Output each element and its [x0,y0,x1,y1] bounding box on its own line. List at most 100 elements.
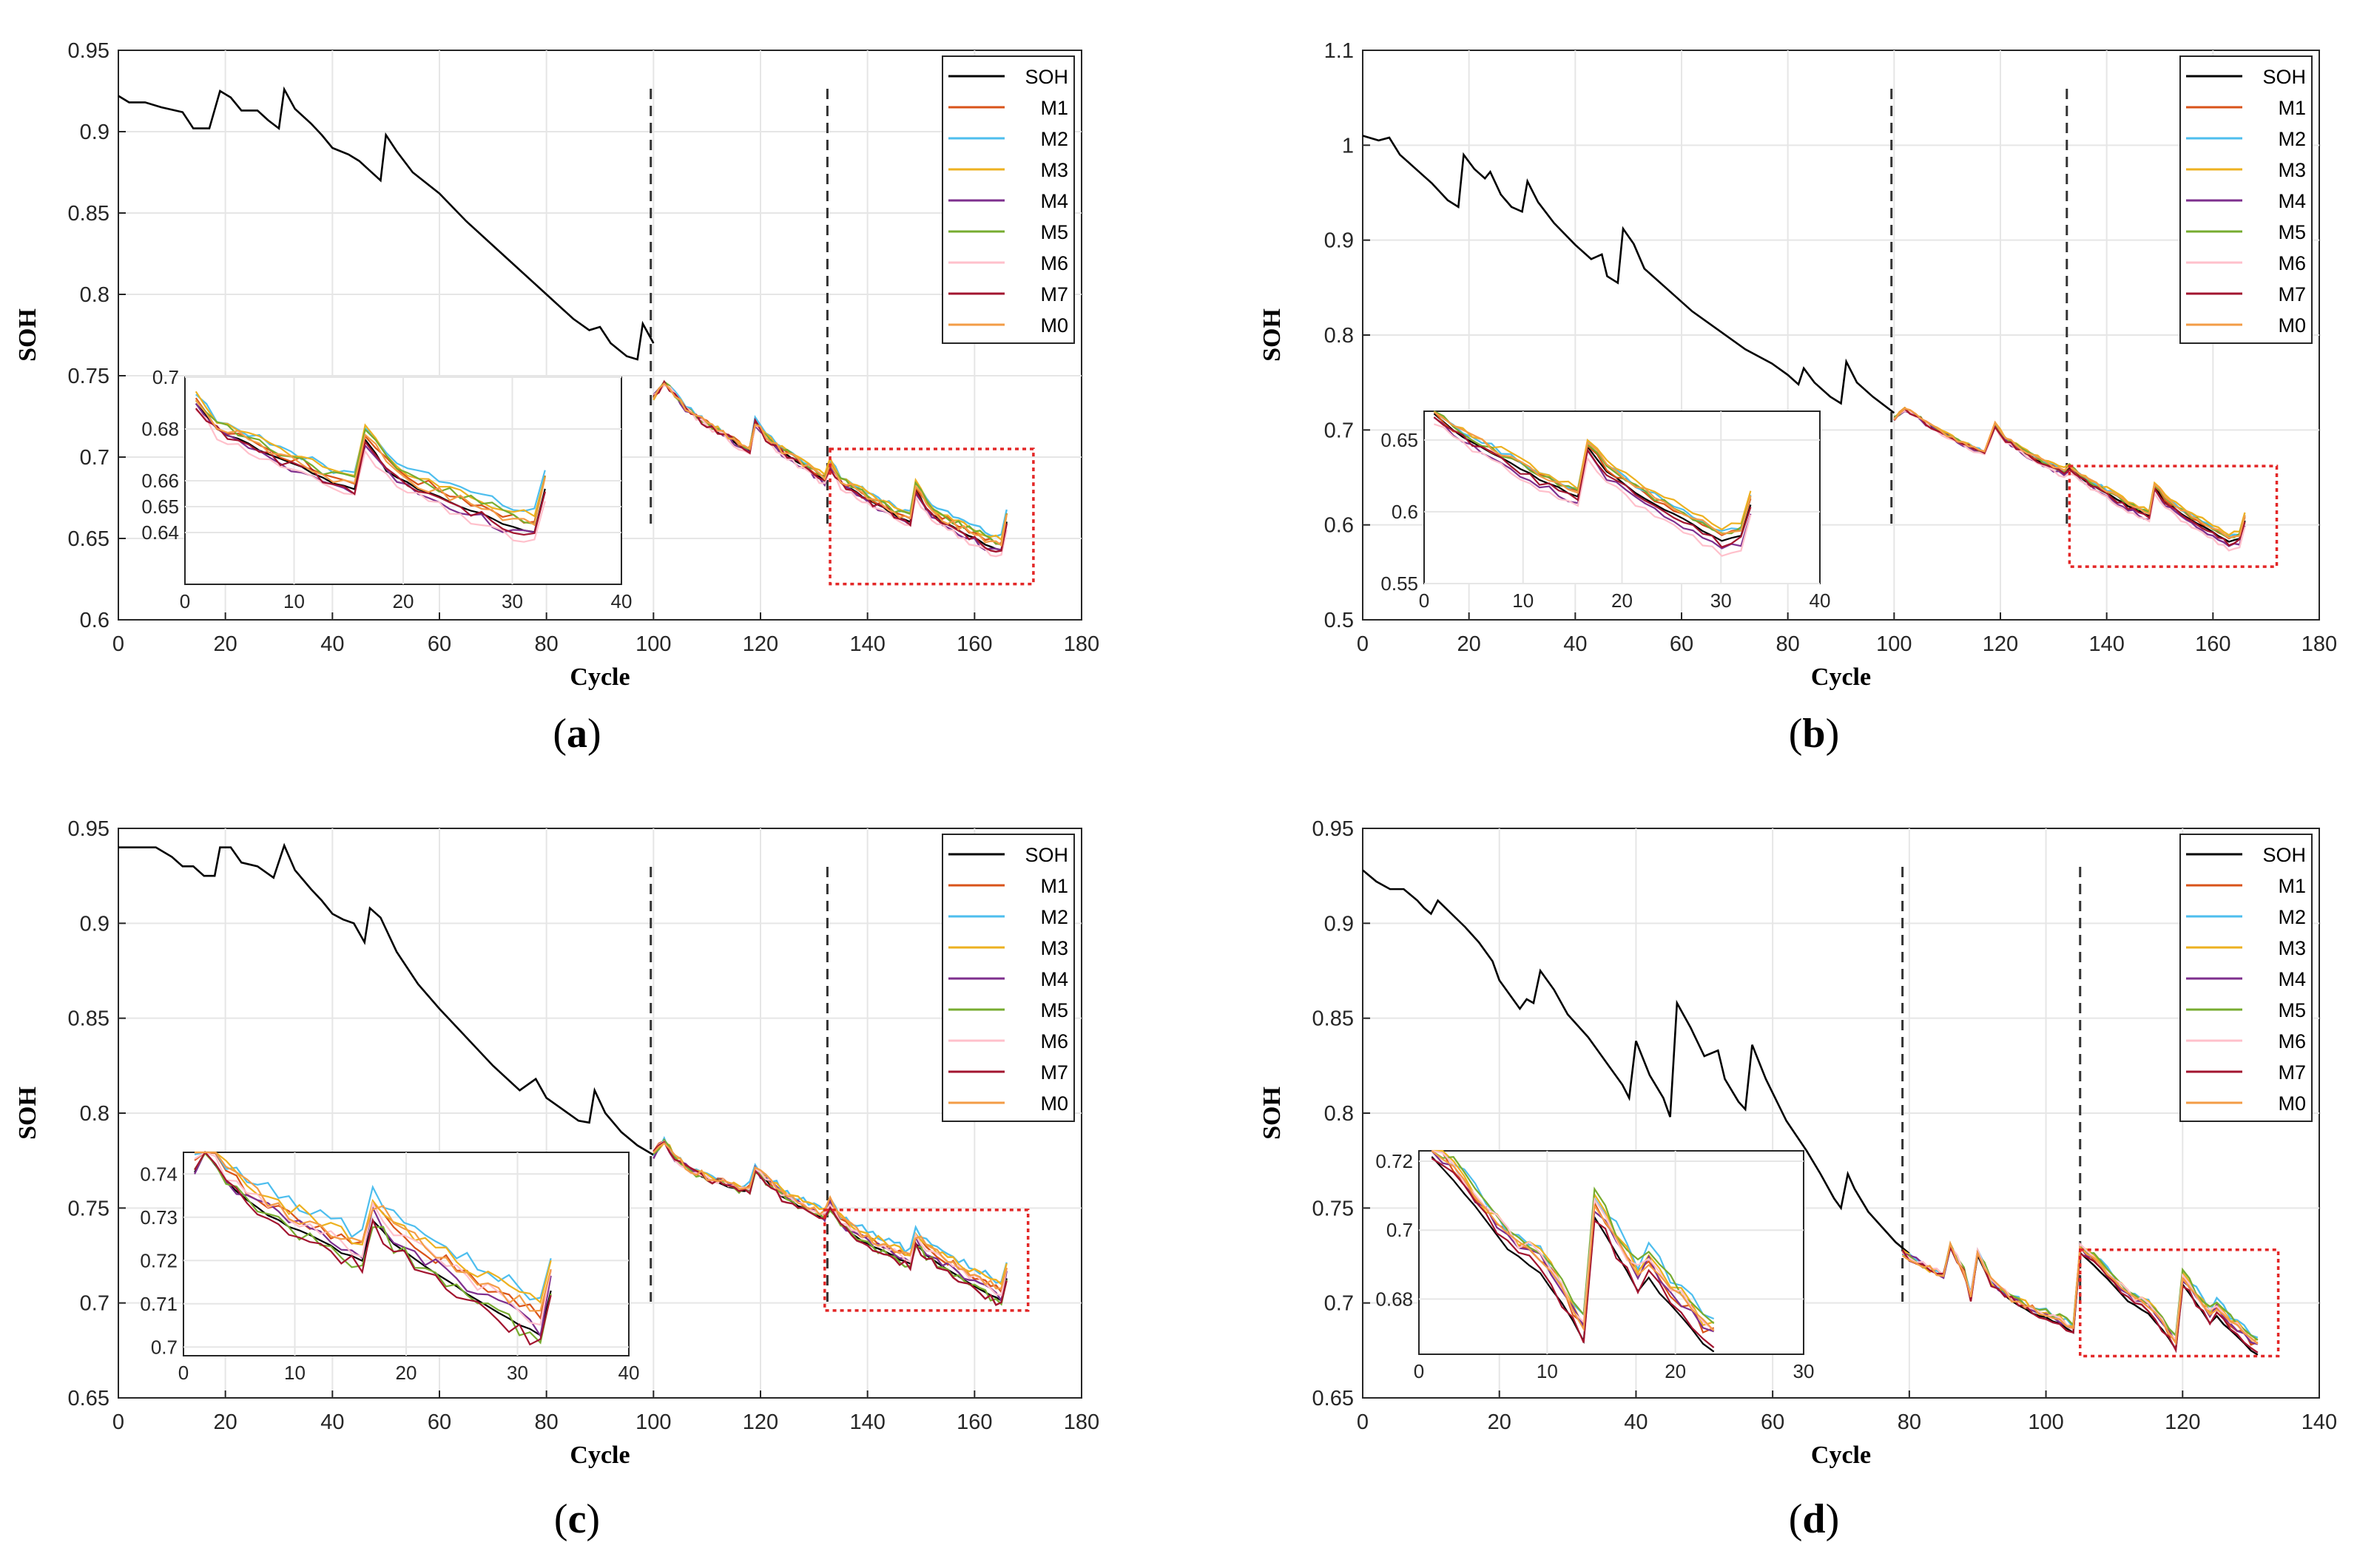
inset-x-tick-label: 10 [284,1362,306,1384]
inset-x-tick-label: 30 [1793,1360,1815,1382]
soh-series-line [1362,869,1910,1254]
legend-label-m5: M5 [1040,999,1068,1021]
legend-label-m0: M0 [2278,314,2306,337]
y-tick-label: 0.7 [80,1292,109,1316]
soh-series-line [1362,135,1895,414]
x-tick-label: 120 [1983,632,2018,656]
x-tick-label: 20 [214,632,237,656]
inset-y-tick-label: 0.73 [140,1206,178,1229]
y-tick-label: 0.95 [68,817,109,841]
inset-line-soh [1431,1156,1715,1353]
x-tick-label: 0 [1357,632,1369,656]
inset-x-tick-label: 10 [1537,1360,1558,1382]
legend-label-m2: M2 [1040,128,1068,150]
y-axis-label: SOH [14,1087,41,1140]
inset-line-m3 [195,391,546,518]
x-tick-label: 180 [2302,632,2337,656]
inset-x-tick-label: 20 [396,1362,417,1384]
y-tick-label: 1 [1342,134,1354,158]
inset-y-tick-label: 0.68 [1375,1288,1413,1310]
legend-label-m1: M1 [2278,97,2306,119]
inset-y-tick-label: 0.55 [1380,572,1418,595]
x-tick-label: 160 [957,632,992,656]
inset-line-m4 [195,402,546,534]
x-tick-label: 40 [1624,1410,1648,1434]
legend-label-m6: M6 [1040,1030,1068,1052]
inset-line-m7 [1433,416,1752,548]
legend-label-m4: M4 [1040,968,1068,990]
inset-y-tick-label: 0.68 [141,418,179,440]
legend-label-m5: M5 [2278,999,2306,1021]
inset-x-tick-label: 0 [1414,1360,1424,1382]
y-tick-label: 0.7 [80,446,109,470]
legend-label-m2: M2 [2278,128,2306,150]
inset-x-tick-label: 0 [178,1362,189,1384]
legend-label-m6: M6 [1040,252,1068,274]
legend-label-m2: M2 [2278,906,2306,928]
x-tick-label: 140 [2302,1410,2337,1434]
inset-line-m7 [194,1151,552,1346]
y-tick-label: 0.9 [1324,229,1354,253]
inset-x-tick-label: 30 [1710,589,1732,612]
y-tick-label: 0.95 [1312,817,1354,841]
inset-y-tick-label: 0.72 [140,1249,178,1271]
inset-y-tick-label: 0.71 [140,1293,178,1315]
inset-y-tick-label: 0.7 [151,1336,178,1358]
x-tick-label: 60 [428,632,451,656]
inset-axes: 0 10 20 30 40 0.55 0.6 0.65 [1380,410,1831,612]
inset-line-m0 [1433,411,1752,535]
y-tick-label: 0.95 [68,39,109,63]
inset-line-m0 [195,399,546,527]
inset-x-tick-label: 30 [507,1362,528,1384]
inset-line-m3 [195,1151,552,1304]
y-tick-label: 0.8 [80,1102,109,1126]
zoom-region-box [2068,464,2279,568]
prediction-line-m0 [652,1142,1008,1290]
panel-caption: (c) [554,1496,600,1542]
x-tick-label: 100 [635,632,671,656]
legend-label-m0: M0 [2278,1092,2306,1115]
x-tick-label: 40 [320,1410,344,1434]
x-tick-label: 20 [214,1410,237,1434]
x-axis-label: Cycle [570,1442,630,1469]
x-tick-label: 60 [1761,1410,1784,1434]
legend-label-m7: M7 [1040,283,1068,305]
inset-y-tick-label: 0.65 [1380,429,1418,451]
y-tick-label: 0.8 [80,283,109,307]
y-axis-label: SOH [1258,1087,1286,1140]
x-tick-label: 120 [743,1410,778,1434]
legend-label-soh: SOH [1025,66,1068,88]
x-tick-label: 0 [112,632,124,656]
inset-y-tick-label: 0.7 [152,366,179,388]
legend-label-m1: M1 [2278,875,2306,897]
x-tick-label: 20 [1488,1410,1511,1434]
legend-label-m1: M1 [1040,97,1068,119]
x-tick-label: 80 [1898,1410,1921,1434]
zoom-region-box [823,1209,1030,1312]
x-tick-label: 100 [635,1410,671,1434]
legend-label-m1: M1 [1040,875,1068,897]
inset-line-m0 [1431,1150,1715,1332]
inset-y-tick-label: 0.65 [141,496,179,518]
y-tick-label: 0.5 [1324,609,1354,632]
soh-series-line [118,86,655,361]
legend-label-m3: M3 [2278,159,2306,181]
y-tick-label: 0.85 [68,1007,109,1031]
x-tick-label: 80 [535,632,559,656]
inset-line-m5 [194,1152,552,1345]
x-axis-label: Cycle [570,663,630,691]
legend-label-m0: M0 [1040,314,1068,337]
x-axis-label: Cycle [1811,1442,1871,1469]
x-tick-label: 40 [320,632,344,656]
legend-label-m3: M3 [1040,159,1068,181]
inset-plot-area [1418,1150,1804,1355]
inset-x-tick-label: 20 [393,590,414,612]
legend-label-soh: SOH [2262,66,2306,88]
inset-x-tick-label: 30 [502,590,523,612]
y-tick-label: 0.85 [1312,1007,1354,1031]
y-tick-label: 0.7 [1324,1292,1354,1316]
x-tick-label: 80 [1776,632,1800,656]
inset-line-m6 [1434,423,1752,557]
inset-x-tick-label: 40 [1810,589,1831,612]
soh-series-line [118,842,654,1156]
